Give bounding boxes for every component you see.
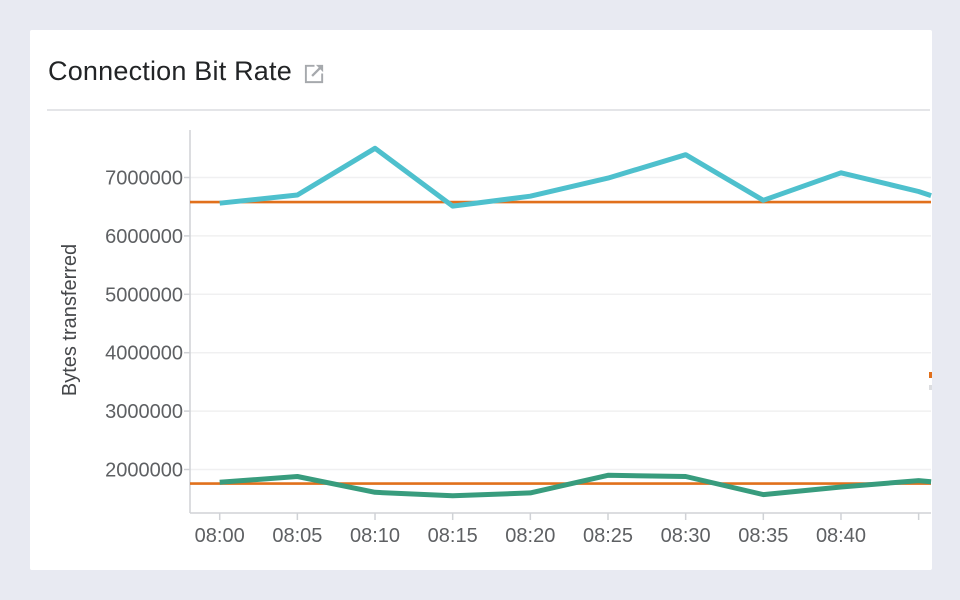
y-tick-label: 7000000: [105, 168, 183, 190]
x-tick-label: 08:10: [350, 525, 400, 547]
x-tick-label: 08:35: [738, 525, 788, 547]
y-tick-label: 2000000: [105, 460, 183, 482]
y-axis-ticks: 7000000 6000000 5000000 4000000 3000000 20000…: [105, 168, 190, 482]
y-tick-label: 6000000: [105, 226, 183, 248]
y-tick-label: 4000000: [105, 343, 183, 365]
data-series: [219, 145, 932, 499]
line-chart: 7000000 6000000 5000000 4000000 3000000 20000…: [59, 130, 932, 547]
y-tick-label: 3000000: [105, 401, 183, 423]
lower-series-line: [219, 472, 932, 499]
page-title: Connection Bit Rate: [48, 56, 292, 86]
header-divider: [47, 109, 930, 111]
x-tick-label: 08:25: [583, 525, 633, 547]
x-tick-label: 08:05: [272, 525, 322, 547]
gridlines: [190, 176, 931, 471]
clipped-gray-mark: [929, 385, 932, 390]
x-tick-label: 08:00: [195, 525, 245, 547]
y-tick-label: 5000000: [105, 284, 183, 306]
chart-card: Connection Bit Rate 7000000 6000000 500000…: [30, 30, 932, 570]
x-tick-label: 08:15: [428, 525, 478, 547]
axes: [189, 130, 931, 514]
x-tick-label: 08:20: [505, 525, 555, 547]
upper-series-line: [219, 145, 932, 209]
x-tick-label: 08:30: [661, 525, 711, 547]
clipped-orange-mark: [929, 372, 932, 378]
x-axis-ticks: 08:00 08:05 08:10 08:15 08:20 08:25 08:30 08:35…: [195, 513, 920, 547]
x-tick-label: 08:40: [816, 525, 866, 547]
reference-lines: [190, 200, 931, 485]
y-axis-title: Bytes transferred: [59, 244, 81, 396]
card-header: Connection Bit Rate: [48, 56, 326, 87]
external-link-icon[interactable]: [303, 62, 326, 85]
